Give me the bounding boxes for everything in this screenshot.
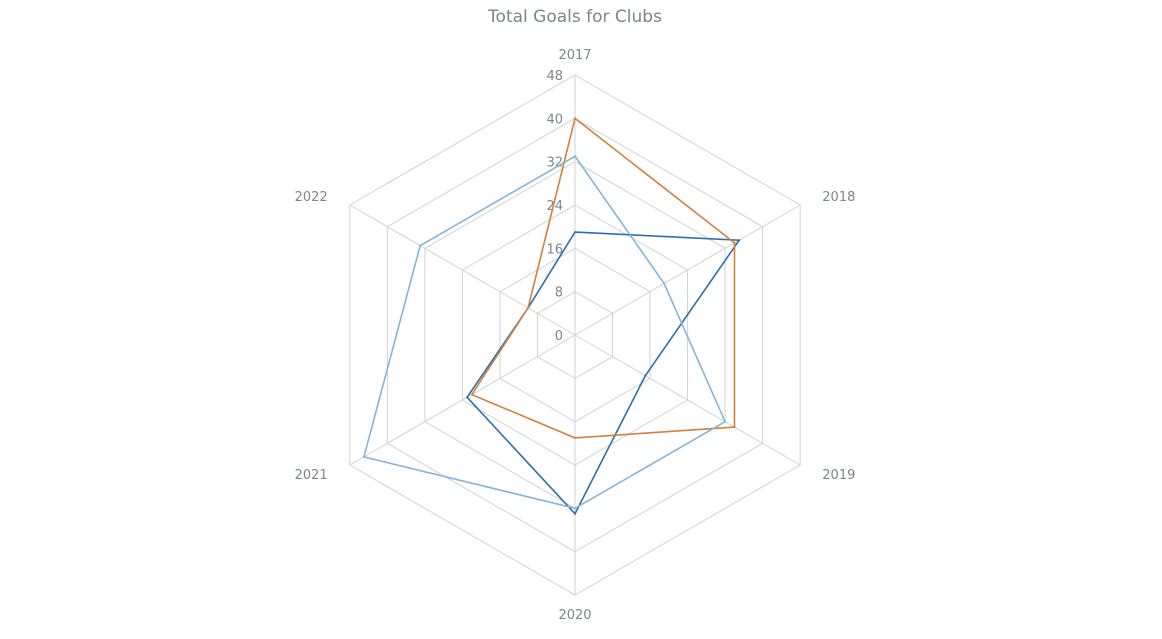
grid-layer — [349, 74, 801, 596]
series-1-point-2021 — [466, 396, 469, 399]
tick-label: 8 — [555, 286, 563, 301]
series-2-point-2019 — [733, 426, 736, 429]
series-2-point-2022 — [527, 306, 530, 309]
spoke-2018 — [574, 204, 801, 336]
series-1-point-2019 — [644, 374, 647, 377]
spoke-2021 — [349, 334, 576, 466]
series-3-point-2022 — [419, 244, 422, 247]
series-3-point-2019 — [724, 420, 727, 423]
series-1-line — [466, 231, 741, 516]
axis-labels: 2017 2018 2019 2020 2021 2022 — [295, 48, 856, 623]
series-3-point-2020 — [574, 507, 576, 510]
axis-label-2018: 2018 — [822, 190, 855, 205]
axis-label-2021: 2021 — [295, 468, 328, 483]
spoke-2022 — [349, 204, 576, 336]
series-3-point-2018 — [663, 282, 666, 285]
series-2-point-2020 — [574, 436, 576, 439]
tick-label: 48 — [546, 69, 563, 84]
series-3-point-2021 — [362, 455, 365, 458]
series-2-point-2017 — [574, 117, 576, 120]
spoke-2019 — [574, 334, 801, 466]
tick-label: 24 — [546, 199, 563, 214]
series-2-line — [470, 116, 736, 439]
tick-label: 32 — [546, 156, 563, 171]
tick-label: 40 — [546, 112, 563, 127]
series-3-point-2017 — [574, 155, 576, 158]
axis-label-2020: 2020 — [558, 608, 591, 623]
series-1-point-2018 — [738, 239, 741, 242]
series-1-point-2017 — [574, 231, 576, 234]
series-1-point-2020 — [574, 512, 576, 515]
tick-label: 0 — [555, 329, 563, 344]
tick-label: 16 — [546, 242, 563, 257]
axis-label-2017: 2017 — [558, 48, 591, 63]
chart-title: Total Goals for Clubs — [488, 7, 662, 27]
tick-labels: 0 8 16 24 32 40 48 — [546, 69, 563, 344]
series-2-point-2018 — [733, 241, 736, 244]
series-2-point-2021 — [470, 393, 473, 396]
axis-label-2019: 2019 — [822, 468, 855, 483]
axis-label-2022: 2022 — [295, 190, 328, 205]
series-layer — [362, 116, 741, 516]
